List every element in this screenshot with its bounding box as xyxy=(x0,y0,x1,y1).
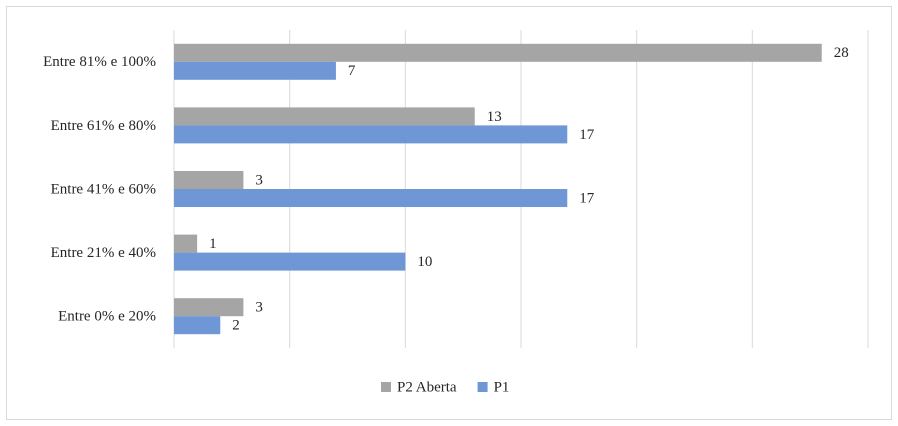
data-label: 3 xyxy=(255,300,263,316)
y-tick-label: Entre 21% e 40% xyxy=(51,245,156,261)
data-label: 17 xyxy=(579,190,595,206)
legend-label: P2 Aberta xyxy=(397,379,457,395)
data-label: 28 xyxy=(834,45,849,61)
y-tick-label: Entre 61% e 80% xyxy=(51,118,156,134)
bar xyxy=(174,125,568,144)
chart-border xyxy=(6,6,892,420)
data-label: 2 xyxy=(232,318,240,334)
y-tick-label: Entre 41% e 60% xyxy=(51,181,156,197)
bar xyxy=(174,189,568,207)
data-label: 13 xyxy=(487,109,502,125)
data-label: 7 xyxy=(348,63,356,79)
data-label: 3 xyxy=(255,172,263,188)
bar xyxy=(174,43,822,62)
bar xyxy=(174,316,221,335)
y-tick-label: Entre 81% e 100% xyxy=(43,54,156,70)
legend-swatch xyxy=(381,382,391,392)
data-label: 17 xyxy=(579,127,595,143)
bar xyxy=(174,298,244,317)
data-label: 1 xyxy=(209,236,217,252)
bar xyxy=(174,234,198,253)
legend-swatch xyxy=(477,382,488,392)
bar xyxy=(174,107,475,126)
legend-label: P1 xyxy=(494,379,510,395)
data-label: 10 xyxy=(417,254,432,270)
y-tick-label: Entre 0% e 20% xyxy=(58,309,156,325)
bar xyxy=(174,171,244,189)
bar xyxy=(174,252,406,271)
bar xyxy=(174,61,336,80)
